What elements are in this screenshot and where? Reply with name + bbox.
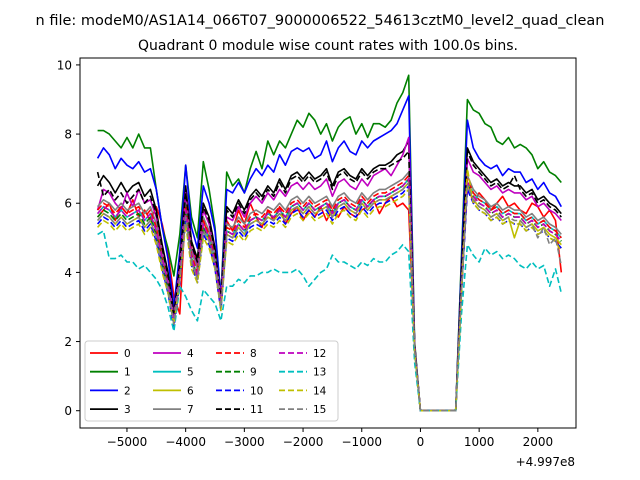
x-tick-label: 1000 [464,435,495,449]
y-tick-label: 8 [64,128,72,142]
legend-label-10: 10 [250,385,263,397]
x-tick-label: −3000 [224,435,265,449]
legend-box [84,340,339,422]
axes-title: Quadrant 0 module wise count rates with … [138,38,518,54]
legend-label-7: 7 [187,404,194,416]
x-tick-label: −2000 [283,435,324,449]
legend-label-4: 4 [187,348,194,360]
legend-label-0: 0 [124,348,131,360]
x-offset-text: +4.997e8 [516,455,575,469]
series-line-1 [97,74,562,412]
series-line-13 [97,230,563,412]
x-tick-label: 2000 [523,435,554,449]
figure-suptitle: n file: modeM0/AS1A14_066T07_9000006522_… [36,13,605,29]
legend-label-11: 11 [250,404,263,416]
x-tick-label: 0 [417,435,425,449]
legend-label-2: 2 [124,385,131,397]
legend-label-8: 8 [250,348,257,360]
legend-label-13: 13 [313,367,326,379]
x-axis: −5000 −4000 −3000 −2000 −1000 0 1000 2000 [107,428,553,449]
legend-label-3: 3 [124,404,131,416]
y-tick-label: 2 [64,335,72,349]
legend-label-14: 14 [313,385,327,397]
legend-label-12: 12 [313,348,326,360]
legend-label-6: 6 [187,385,194,397]
series-layer [96,74,563,412]
legend-label-9: 9 [250,367,257,379]
legend-label-1: 1 [124,367,131,379]
y-tick-label: 10 [57,58,72,72]
y-tick-label: 4 [64,266,72,280]
y-tick-label: 0 [64,404,72,418]
legend-label-15: 15 [313,404,326,416]
series-line-12 [96,178,562,412]
series-line-15 [96,181,563,412]
legend-label-5: 5 [187,367,194,379]
series-line-2 [96,95,562,412]
axes-frame [79,57,577,429]
y-tick-label: 6 [64,197,72,211]
x-tick-label: −5000 [107,435,148,449]
y-axis: 0 2 4 6 8 10 [57,58,80,418]
x-tick-label: −1000 [341,435,382,449]
x-tick-label: −4000 [165,435,206,449]
series-line-11 [96,150,562,412]
